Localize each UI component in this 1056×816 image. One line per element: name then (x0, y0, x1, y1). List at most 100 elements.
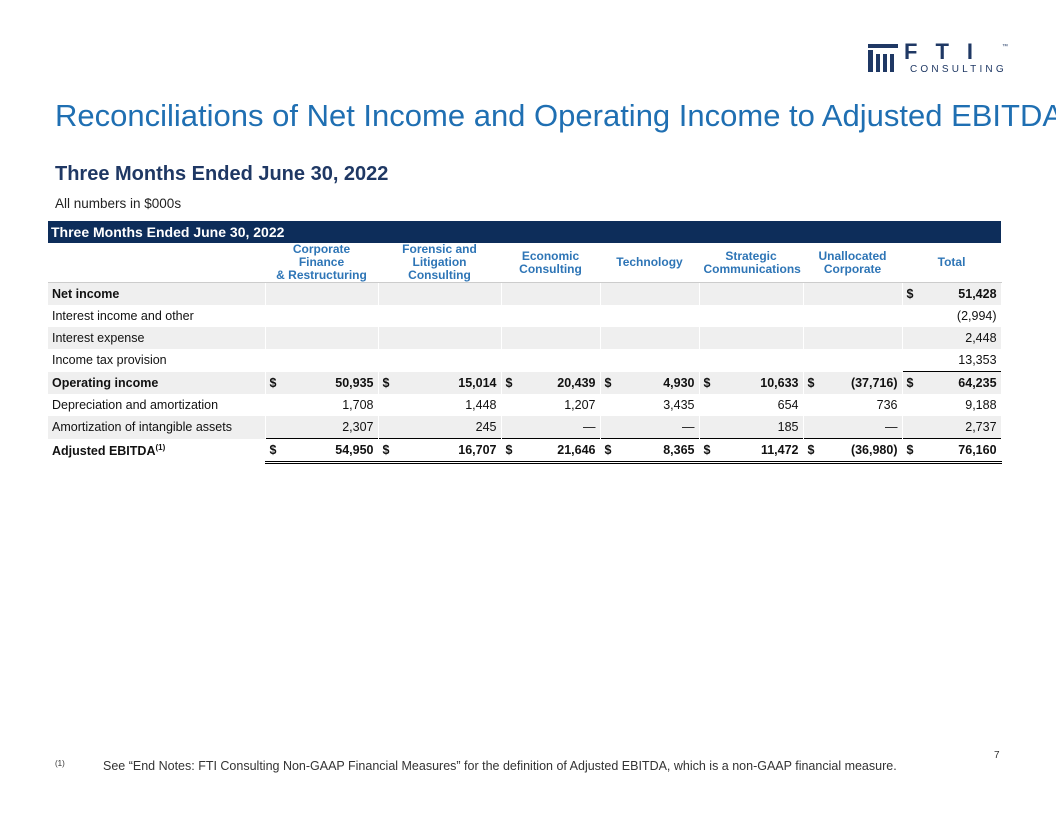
value-cell (378, 305, 502, 327)
cell-content: $20,439 (506, 376, 596, 390)
row-label-text: Interest income and other (52, 309, 194, 323)
row-label: Amortization of intangible assets (48, 416, 266, 439)
value-cell (378, 349, 502, 372)
row-label-text: Depreciation and amortization (52, 398, 219, 412)
value-cell (378, 282, 502, 305)
cell-content: 654 (704, 398, 799, 412)
column-header: Total (902, 243, 1002, 283)
value-cell: 736 (803, 394, 903, 416)
value-cell (803, 282, 903, 305)
column-header-line: Litigation Consulting (408, 255, 471, 282)
value-cell: $10,633 (699, 371, 804, 394)
footnote-text: See “End Notes: FTI Consulting Non-GAAP … (103, 759, 897, 773)
logo-name: FTI (904, 42, 991, 64)
currency: $ (703, 443, 711, 457)
value: 2,307 (342, 420, 374, 434)
value: 13,353 (958, 353, 997, 367)
currency: $ (382, 443, 390, 457)
value-cell: 1,708 (265, 394, 379, 416)
row-label: Interest expense (48, 327, 266, 349)
column-header-line: Forensic and (402, 242, 477, 256)
currency: $ (703, 375, 711, 390)
cell-content: $64,235 (907, 376, 997, 390)
column-header-line: Technology (616, 255, 683, 269)
value-cell: 2,307 (265, 416, 379, 439)
value: 15,014 (458, 375, 497, 390)
value-cell: $21,646 (501, 438, 601, 464)
currency: $ (906, 376, 914, 390)
column-header-line: Consulting (519, 261, 582, 276)
cell-content: 3,435 (605, 398, 694, 412)
value-cell: 1,207 (501, 394, 601, 416)
column-header: Corporate Finance & Restructuring (265, 243, 379, 283)
value-cell (265, 349, 379, 372)
value-cell (600, 305, 700, 327)
currency: $ (604, 443, 612, 457)
value: 50,935 (335, 375, 374, 390)
value: (2,994) (956, 309, 997, 323)
value: 51,428 (958, 287, 997, 301)
column-header: Forensic and Litigation Consulting (378, 242, 502, 283)
cell-content: $54,950 (270, 443, 374, 457)
value-cell (699, 305, 804, 327)
cell-content: $11,472 (704, 443, 799, 457)
currency: $ (807, 375, 815, 390)
value: 76,160 (958, 443, 997, 457)
cell-content: $21,646 (506, 443, 596, 457)
column-header-line: Corporate (823, 261, 882, 276)
value: 10,633 (760, 375, 799, 390)
value-cell: $4,930 (600, 371, 700, 394)
cell-content: $10,633 (704, 376, 799, 390)
footnote-marker: (1) (55, 759, 65, 768)
cell-content: 245 (383, 420, 497, 434)
value-cell: $ (36,980) (803, 438, 903, 464)
currency: $ (269, 375, 277, 390)
cell-content: 185 (704, 420, 799, 434)
value-cell: 654 (699, 394, 804, 416)
currency: $ (906, 287, 914, 301)
value-cell (803, 349, 903, 372)
cell-content: $8,365 (605, 443, 695, 457)
value-cell: 1,448 (378, 394, 502, 416)
value-cell: (2,994) (902, 305, 1002, 327)
currency: $ (505, 443, 513, 457)
currency: $ (906, 443, 914, 457)
currency: $ (269, 443, 277, 457)
value-cell: $64,235 (902, 371, 1002, 394)
value-cell: — (803, 416, 903, 439)
row-label-text: Income tax provision (52, 353, 167, 368)
table: Three Months Ended June 30, 2022 Corporat… (48, 221, 1002, 464)
value: 245 (475, 420, 497, 434)
value: 1,207 (564, 398, 596, 412)
value: 8,365 (663, 443, 695, 457)
row-label-text: Amortization of intangible assets (52, 420, 232, 435)
value: 4,930 (663, 375, 695, 390)
cell-content: $15,014 (383, 376, 497, 390)
column-header: Unallocated Corporate (803, 243, 903, 283)
cell-content: — (808, 420, 898, 434)
page-number: 7 (994, 750, 1000, 761)
value-cell (265, 282, 379, 305)
column-header: Economic Consulting (501, 243, 601, 283)
row-label: Adjusted EBITDA(1) (48, 438, 266, 463)
value-cell (803, 305, 903, 327)
value-cell: 9,188 (902, 394, 1002, 416)
column-header-line: Unallocated (818, 248, 887, 263)
value: — (682, 420, 695, 434)
column-header-line: & Restructuring (276, 268, 367, 282)
column-header-line: Total (937, 255, 966, 269)
currency: $ (382, 375, 390, 390)
logo: FTI ™ CONSULTING (868, 42, 1008, 75)
currency: $ (604, 375, 612, 390)
value-cell (378, 327, 502, 349)
value: 20,439 (557, 375, 596, 390)
column-header: Strategic Communications (699, 243, 804, 283)
row-label-text: Adjusted EBITDA (52, 444, 156, 459)
row-label: Net income (48, 282, 266, 305)
value: 185 (777, 420, 799, 434)
value: 736 (876, 398, 898, 412)
row-label: Depreciation and amortization (48, 394, 266, 416)
column-header-line: Economic (521, 248, 580, 263)
value-cell (699, 327, 804, 349)
table-row: Interest income and other (2,994) (48, 305, 1002, 327)
